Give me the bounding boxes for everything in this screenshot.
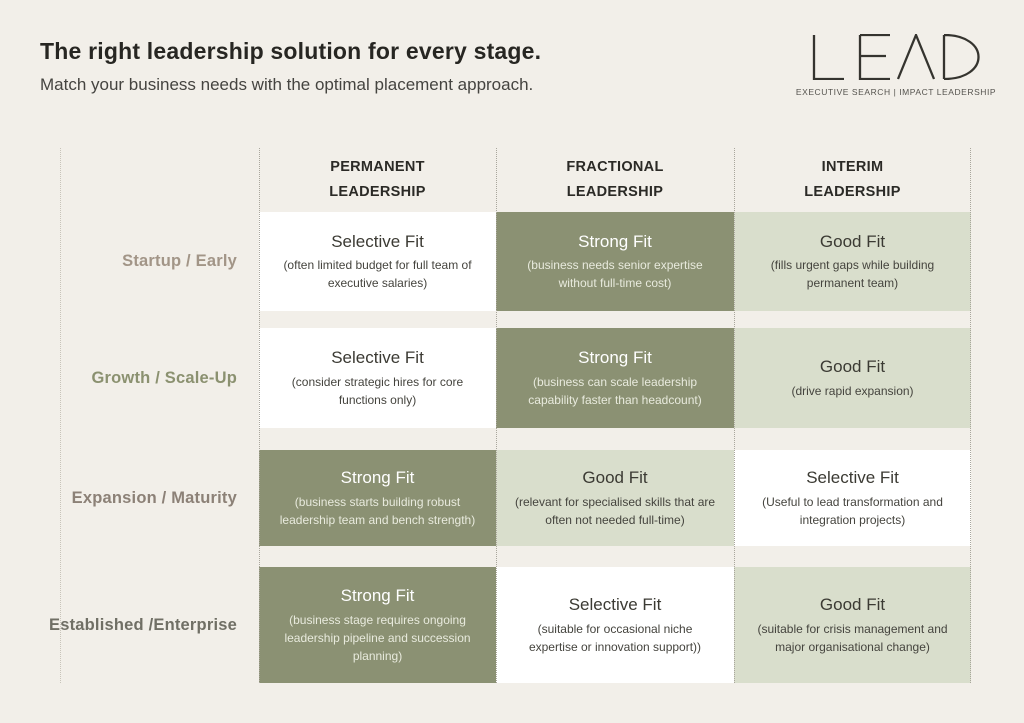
lead-logo: EXECUTIVE SEARCH | IMPACT LEADERSHIP	[796, 34, 996, 97]
column-header-permanent: PERMANENT LEADERSHIP	[259, 148, 496, 212]
matrix-cell: Good Fit (drive rapid expansion)	[734, 328, 971, 428]
fit-note: (consider strategic hires for core funct…	[291, 374, 464, 407]
row-label-growth-scale-up: Growth / Scale-Up	[91, 368, 237, 387]
fit-note: (business can scale leadership capabilit…	[528, 374, 702, 407]
matrix-cell: Selective Fit (Useful to lead transforma…	[734, 450, 971, 546]
row-label-expansion-maturity: Expansion / Maturity	[71, 488, 237, 507]
row-label-startup-early: Startup / Early	[122, 252, 237, 270]
fit-note: (business needs senior expertise without…	[527, 258, 703, 291]
column-header-interim: INTERIM LEADERSHIP	[734, 148, 971, 212]
fit-rating: Selective Fit	[331, 231, 424, 251]
page-subtitle: Match your business needs with the optim…	[40, 75, 534, 94]
fit-rating: Strong Fit	[340, 468, 415, 488]
fit-note: (business starts building robust leaders…	[279, 494, 476, 527]
column-divider-line	[259, 148, 260, 683]
fit-rating: Selective Fit	[331, 348, 424, 368]
fit-rating: Good Fit	[819, 231, 886, 251]
column-divider-line	[734, 148, 735, 683]
page-title: The right leadership solution for every …	[40, 38, 542, 64]
column-header-fractional: FRACTIONAL LEADERSHIP	[496, 148, 734, 212]
page-header: The right leadership solution for every …	[40, 38, 541, 95]
matrix-cell: Good Fit (suitable for crisis management…	[734, 567, 971, 683]
fit-matrix: PERMANENT LEADERSHIP FRACTIONAL LEADERSH…	[40, 148, 971, 683]
column-header-line: FRACTIONAL	[566, 158, 664, 175]
fit-note: (relevant for specialised skills that ar…	[514, 494, 716, 527]
matrix-header-row: PERMANENT LEADERSHIP FRACTIONAL LEADERSH…	[40, 148, 971, 212]
fit-note: (fills urgent gaps while building perman…	[770, 258, 935, 291]
matrix-row-startup-early: Startup / Early Selective Fit (often lim…	[40, 212, 971, 311]
matrix-row-expansion-maturity: Expansion / Maturity Strong Fit (busines…	[40, 450, 971, 546]
matrix-cell: Selective Fit (suitable for occasional n…	[496, 567, 734, 683]
column-header-line: INTERIM	[821, 158, 884, 175]
matrix-cell: Good Fit (fills urgent gaps while buildi…	[734, 212, 971, 311]
matrix-cell: Strong Fit (business starts building rob…	[259, 450, 496, 546]
fit-note: (Useful to lead transformation and integ…	[762, 494, 943, 527]
matrix-row-growth-scale-up: Growth / Scale-Up Selective Fit (conside…	[40, 328, 971, 428]
column-header-line: LEADERSHIP	[329, 184, 426, 200]
fit-note: (drive rapid expansion)	[791, 383, 914, 398]
fit-rating: Selective Fit	[568, 595, 662, 615]
header-spacer	[40, 148, 259, 212]
fit-rating: Good Fit	[819, 357, 886, 377]
row-label-established-enterprise: Established /Enterprise	[49, 615, 237, 634]
matrix-row-established-enterprise: Established /Enterprise Strong Fit (busi…	[40, 567, 971, 683]
fit-note: (suitable for crisis management and majo…	[757, 621, 948, 654]
column-header-line: PERMANENT	[330, 158, 425, 175]
fit-rating: Strong Fit	[340, 586, 415, 606]
matrix-cell: Good Fit (relevant for specialised skill…	[496, 450, 734, 546]
matrix-cell: Selective Fit (often limited budget for …	[259, 212, 496, 311]
matrix-left-frame-line	[60, 148, 61, 683]
fit-rating: Strong Fit	[578, 348, 652, 368]
fit-rating: Selective Fit	[806, 468, 899, 488]
lead-wordmark-icon	[812, 34, 980, 80]
column-header-line: LEADERSHIP	[804, 184, 901, 200]
fit-note: (often limited budget for full team of e…	[283, 258, 472, 291]
matrix-cell: Strong Fit (business can scale leadershi…	[496, 328, 734, 428]
fit-rating: Good Fit	[819, 595, 886, 615]
column-header-line: LEADERSHIP	[566, 184, 664, 200]
column-divider-line	[970, 148, 971, 683]
matrix-cell: Strong Fit (business stage requires ongo…	[259, 567, 496, 683]
fit-note: (business stage requires ongoing leaders…	[284, 612, 471, 663]
column-divider-line	[496, 148, 497, 683]
matrix-cell: Strong Fit (business needs senior expert…	[496, 212, 734, 311]
fit-rating: Strong Fit	[578, 231, 652, 251]
matrix-cell: Selective Fit (consider strategic hires …	[259, 328, 496, 428]
fit-rating: Good Fit	[582, 468, 648, 488]
logo-tagline: EXECUTIVE SEARCH | IMPACT LEADERSHIP	[795, 87, 997, 97]
fit-note: (suitable for occasional niche expertise…	[528, 621, 702, 654]
